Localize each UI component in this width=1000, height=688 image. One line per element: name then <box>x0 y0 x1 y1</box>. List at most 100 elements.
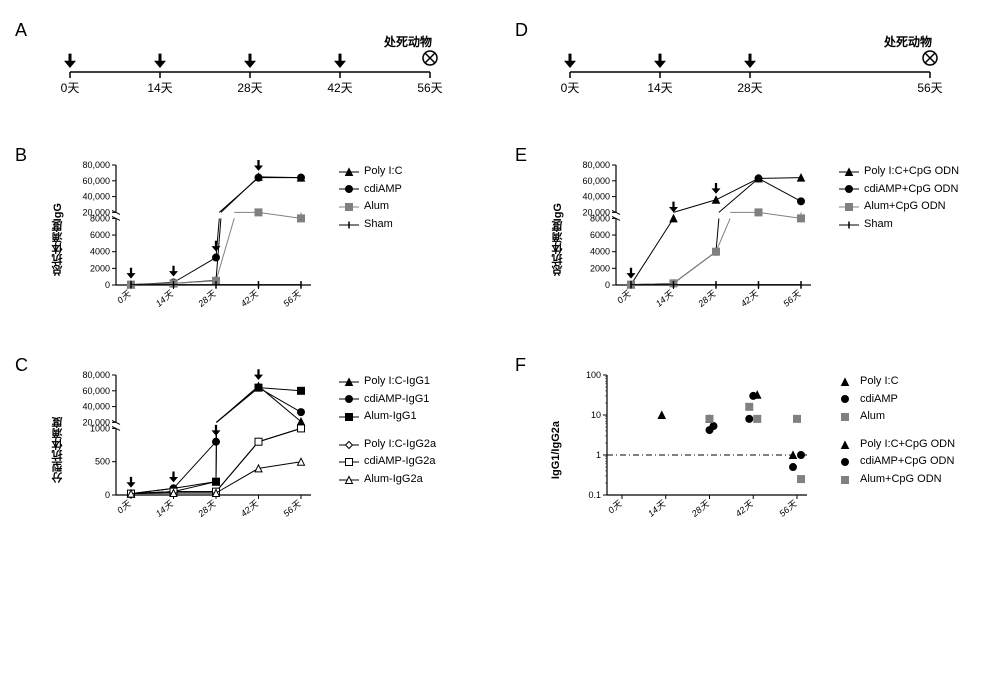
panel-e: E 总抗体滴度IgG 0200040006000800020,00040,000… <box>520 145 980 325</box>
svg-text:0.1: 0.1 <box>588 490 601 500</box>
svg-text:20,000: 20,000 <box>82 417 110 427</box>
svg-text:56天: 56天 <box>917 81 942 95</box>
panel-e-ylabel: 总抗体滴度IgG <box>550 203 566 276</box>
legend-item: cdiAMP <box>338 181 403 199</box>
legend-item: Poly I:C <box>338 163 403 181</box>
svg-text:28天: 28天 <box>696 288 719 309</box>
panel-e-legend: Poly I:C+CpG ODNcdiAMP+CpG ODNAlum+CpG O… <box>838 163 959 233</box>
svg-text:56天: 56天 <box>777 498 799 519</box>
panel-b-ylabel: 总抗体滴度IgG <box>50 203 66 276</box>
svg-text:1: 1 <box>596 450 601 460</box>
panel-b-label: B <box>15 145 27 166</box>
svg-text:2000: 2000 <box>590 263 610 273</box>
legend-item: cdiAMP+CpG ODN <box>838 181 959 199</box>
svg-text:0天: 0天 <box>61 81 80 95</box>
timeline-d-svg: 0天 14天 28天 56天 处死动物 <box>550 30 950 110</box>
svg-text:100: 100 <box>586 370 601 380</box>
svg-text:60,000: 60,000 <box>582 176 610 186</box>
svg-text:0天: 0天 <box>606 498 624 515</box>
svg-text:56天: 56天 <box>781 288 803 309</box>
legend-item: Poly I:C+CpG ODN <box>834 436 955 454</box>
legend-item: cdiAMP+CpG ODN <box>834 453 955 471</box>
panel-f-label: F <box>515 355 526 376</box>
svg-text:42天: 42天 <box>327 81 352 95</box>
svg-text:80,000: 80,000 <box>82 370 110 380</box>
svg-text:0天: 0天 <box>115 498 133 515</box>
panel-a-label: A <box>15 20 27 41</box>
svg-text:14天: 14天 <box>147 81 172 95</box>
legend-item: Alum+CpG ODN <box>838 198 959 216</box>
legend-item: Sham <box>838 216 959 234</box>
svg-text:20,000: 20,000 <box>82 207 110 217</box>
chart-e-svg: 0200040006000800020,00040,00060,00080,00… <box>566 155 826 325</box>
legend-item: Alum-IgG2a <box>338 471 436 489</box>
panel-b: B 总抗体滴度IgG 0200040006000800020,00040,000… <box>20 145 480 325</box>
svg-text:6000: 6000 <box>90 230 110 240</box>
svg-text:28天: 28天 <box>196 498 219 519</box>
chart-f-svg: 0.1 1 10 100 0天 14天 28天 42天 56天 <box>562 365 822 535</box>
panel-d-label: D <box>515 20 528 41</box>
svg-text:10: 10 <box>591 410 601 420</box>
panel-c-ylabel: 分型抗体滴度 <box>50 417 66 483</box>
svg-text:14天: 14天 <box>154 498 176 519</box>
svg-text:40,000: 40,000 <box>582 192 610 202</box>
legend-item: Alum-IgG1 <box>338 408 436 426</box>
svg-text:2000: 2000 <box>90 263 110 273</box>
legend-item: cdiAMP-IgG2a <box>338 453 436 471</box>
panel-b-legend: Poly I:CcdiAMPAlumSham <box>338 163 403 233</box>
svg-text:14天: 14天 <box>647 81 672 95</box>
svg-text:0: 0 <box>105 280 110 290</box>
legend-item: Sham <box>338 216 403 234</box>
svg-text:56天: 56天 <box>417 81 442 95</box>
svg-text:500: 500 <box>95 457 110 467</box>
legend-item: Poly I:C <box>834 373 955 391</box>
panel-a: A 0天14天28天42天56天处死动物 <box>20 20 480 115</box>
svg-text:80,000: 80,000 <box>82 160 110 170</box>
chart-c-svg: 0500100020,00040,00060,00080,0000天14天28天… <box>66 365 326 535</box>
svg-text:处死动物: 处死动物 <box>383 34 432 49</box>
svg-text:80,000: 80,000 <box>582 160 610 170</box>
svg-text:14天: 14天 <box>654 288 676 309</box>
svg-text:60,000: 60,000 <box>82 176 110 186</box>
panel-e-label: E <box>515 145 527 166</box>
svg-text:40,000: 40,000 <box>82 402 110 412</box>
svg-text:42天: 42天 <box>239 498 261 519</box>
svg-text:4000: 4000 <box>590 247 610 257</box>
svg-text:0天: 0天 <box>115 288 133 305</box>
svg-text:0天: 0天 <box>561 81 580 95</box>
svg-text:56天: 56天 <box>281 498 303 519</box>
panel-c-legend: Poly I:C-IgG1cdiAMP-IgG1Alum-IgG1Poly I:… <box>338 373 436 489</box>
svg-text:28天: 28天 <box>237 81 262 95</box>
svg-text:处死动物: 处死动物 <box>883 34 932 49</box>
svg-text:4000: 4000 <box>90 247 110 257</box>
legend-item: cdiAMP <box>834 391 955 409</box>
svg-text:42天: 42天 <box>239 288 261 309</box>
legend-item: cdiAMP-IgG1 <box>338 391 436 409</box>
svg-text:56天: 56天 <box>281 288 303 309</box>
panel-f: F IgG1/IgG2a 0.11101000天14天28天42天56天 Pol… <box>520 355 980 535</box>
svg-text:0天: 0天 <box>615 288 633 305</box>
svg-text:42天: 42天 <box>739 288 761 309</box>
panel-c-label: C <box>15 355 28 376</box>
svg-text:28天: 28天 <box>196 288 219 309</box>
legend-item: Poly I:C-IgG1 <box>338 373 436 391</box>
svg-text:14天: 14天 <box>154 288 176 309</box>
svg-text:40,000: 40,000 <box>82 192 110 202</box>
svg-text:28天: 28天 <box>689 498 712 519</box>
svg-text:0: 0 <box>605 280 610 290</box>
timeline-a-svg: 0天 14天 28天 42天 56天 处死动物 <box>50 30 450 110</box>
svg-text:20,000: 20,000 <box>582 207 610 217</box>
svg-text:6000: 6000 <box>590 230 610 240</box>
legend-item: Poly I:C+CpG ODN <box>838 163 959 181</box>
svg-text:14天: 14天 <box>646 498 668 519</box>
legend-item: Alum <box>338 198 403 216</box>
panel-f-ylabel: IgG1/IgG2a <box>550 421 562 479</box>
svg-text:42天: 42天 <box>734 498 756 519</box>
panel-c: C 分型抗体滴度 0500100020,00040,00060,00080,00… <box>20 355 480 535</box>
svg-text:0: 0 <box>105 490 110 500</box>
legend-item: Alum <box>834 408 955 426</box>
svg-text:28天: 28天 <box>737 81 762 95</box>
figure-grid: A 0天14天28天42天56天处死动物 D 0天14天28天56天处死动物 B… <box>20 20 980 535</box>
chart-b-svg: 0200040006000800020,00040,00060,00080,00… <box>66 155 326 325</box>
svg-text:60,000: 60,000 <box>82 386 110 396</box>
